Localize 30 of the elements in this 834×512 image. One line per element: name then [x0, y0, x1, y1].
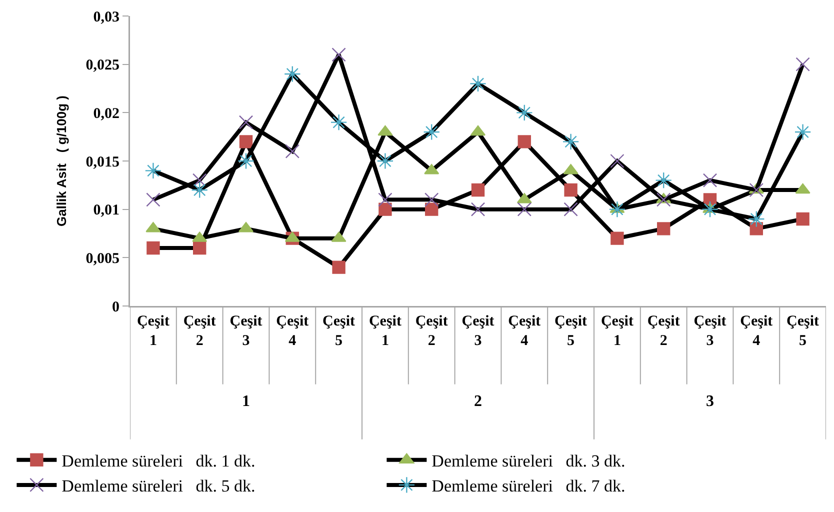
x-tick-label: Çeşit 2: [415, 314, 448, 349]
legend-label: Demleme süreleri dk. 3 dk.: [432, 451, 626, 470]
y-tick-label: 0: [112, 299, 120, 316]
y-tick-label: 0,025: [86, 58, 120, 74]
x-tick-label: Çeşit 5: [786, 314, 820, 349]
x-tick-label: Çeşit 4: [508, 314, 541, 349]
x-tick-label: Çeşit 5: [322, 314, 356, 349]
legend-label: Demleme süreleri dk. 7 dk.: [432, 476, 626, 496]
y-axis-title: Gallik Asit ( g/100g ): [54, 96, 69, 226]
x-tick-label: Çeşit 3: [694, 314, 726, 349]
x-tick-label: Çeşit 3: [462, 314, 494, 349]
text: 3: [706, 393, 714, 410]
text: 2: [474, 393, 482, 410]
x-tick-label: Çeşit 2: [183, 314, 216, 349]
y-tick-label: 0,015: [86, 154, 120, 170]
x-tick-label: Çeşit 3: [230, 314, 262, 349]
y-tick-label: 0,02: [93, 106, 120, 122]
x-tick-label: Çeşit 1: [136, 314, 170, 349]
x-tick-label: Çeşit 1: [600, 314, 634, 349]
legend-label: Demleme süreleri dk. 5 dk.: [62, 476, 256, 496]
text: 1: [242, 393, 250, 410]
y-tick-label: 0,005: [86, 250, 120, 267]
x-tick-label: Çeşit 1: [368, 314, 402, 349]
legend-label: Demleme süreleri dk. 1 dk.: [62, 451, 256, 470]
x-tick-label: Çeşit 4: [740, 314, 773, 349]
x-tick-label: Çeşit 2: [647, 314, 680, 349]
y-tick-label: 0,03: [93, 9, 120, 26]
y-tick-label: 0,01: [93, 202, 120, 219]
x-tick-label: Çeşit 4: [276, 314, 309, 349]
x-tick-label: Çeşit 5: [554, 314, 588, 349]
